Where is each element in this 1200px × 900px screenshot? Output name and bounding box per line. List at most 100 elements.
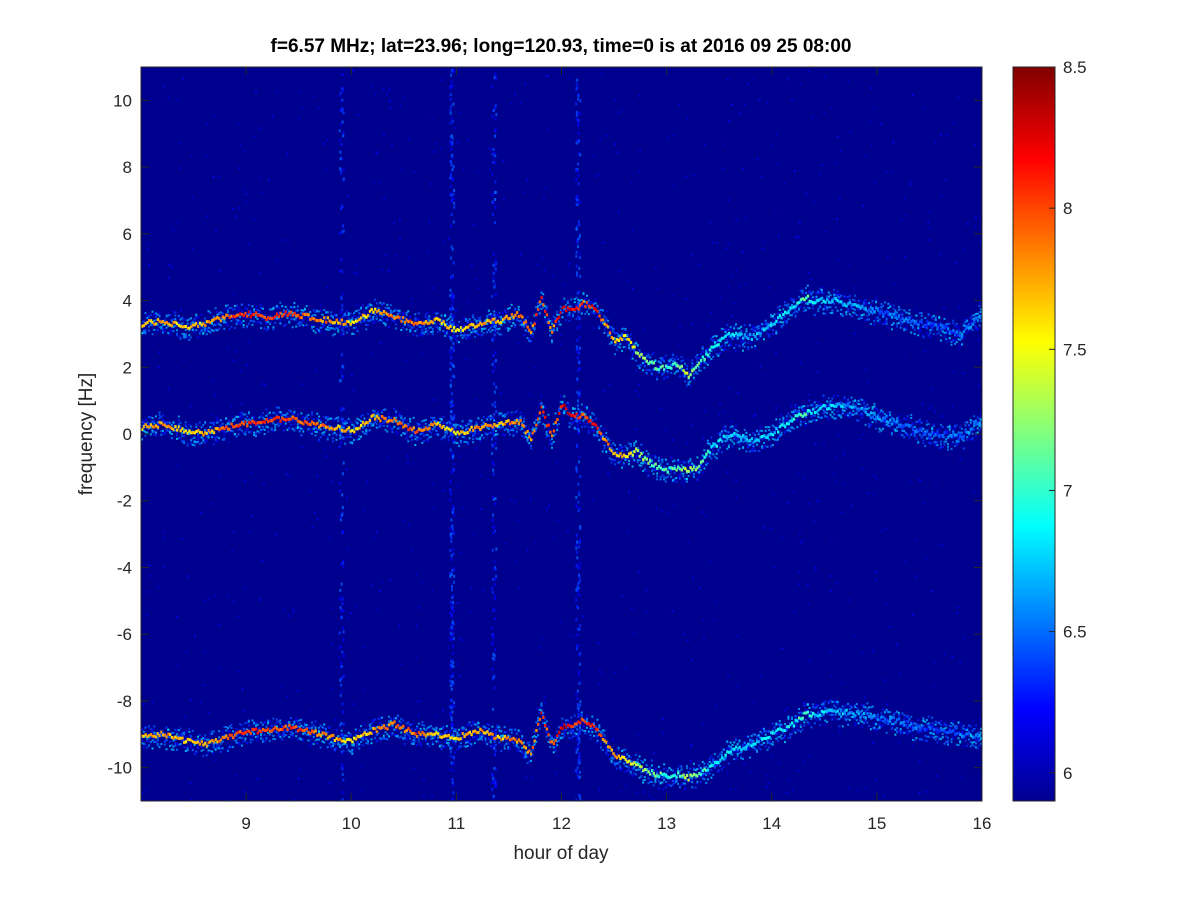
noise-speck — [939, 253, 942, 256]
ridge-halo — [736, 335, 739, 338]
ridge-halo — [768, 328, 771, 331]
ridge-halo — [409, 330, 412, 333]
ridge-point — [142, 425, 146, 429]
ridge-point — [813, 301, 817, 305]
noise-column-speck — [340, 683, 343, 687]
noise-column-speck — [492, 774, 495, 778]
ridge-halo — [643, 362, 646, 365]
ridge-halo — [184, 333, 187, 335]
ridge-halo — [955, 322, 958, 325]
ridge-halo — [428, 319, 431, 322]
ridge-point — [428, 321, 431, 325]
ridge-halo — [349, 420, 352, 423]
ridge-halo — [617, 333, 620, 336]
ridge-halo — [335, 327, 338, 330]
noise-speck — [534, 541, 537, 544]
ridge-halo — [477, 327, 480, 330]
noise-speck — [957, 306, 960, 309]
noise-speck — [301, 107, 304, 110]
ridge-halo — [920, 318, 923, 321]
noise-column-speck — [451, 142, 454, 146]
noise-speck — [176, 98, 179, 101]
ridge-halo — [626, 333, 629, 336]
ridge-point — [507, 317, 510, 321]
noise-speck — [286, 696, 289, 698]
ridge-halo — [409, 329, 412, 332]
noise-column-speck — [339, 157, 342, 161]
noise-speck — [637, 383, 640, 386]
noise-speck — [218, 270, 221, 272]
noise-column-speck — [577, 418, 580, 422]
ridge-point — [249, 315, 252, 319]
noise-column-speck — [491, 633, 494, 636]
noise-column-speck — [452, 307, 455, 311]
ridge-point — [535, 313, 538, 317]
noise-column-speck — [577, 707, 580, 711]
noise-column-speck — [491, 295, 494, 298]
ridge-point — [402, 425, 405, 429]
ridge-halo — [614, 344, 617, 347]
ridge-point — [810, 300, 813, 304]
ridge-halo — [351, 442, 354, 445]
ridge-halo — [862, 300, 865, 303]
ridge-point — [384, 417, 387, 421]
noise-column-speck — [577, 670, 580, 674]
ridge-halo — [465, 319, 468, 322]
ridge-halo — [265, 329, 268, 332]
ridge-halo — [810, 302, 813, 305]
ridge-halo — [540, 307, 543, 310]
ridge-halo — [368, 304, 371, 307]
ridge-point — [405, 424, 408, 428]
noise-column-speck — [450, 147, 453, 151]
ridge-halo — [370, 416, 373, 419]
ridge-halo — [302, 319, 305, 322]
noise-column-speck — [577, 581, 580, 585]
noise-column-speck — [576, 225, 579, 229]
ridge-halo — [225, 304, 228, 307]
ridge-halo — [342, 330, 345, 333]
noise-speck — [591, 499, 594, 502]
ridge-halo — [344, 325, 347, 328]
ridge-point — [801, 297, 804, 301]
ridge-point — [850, 303, 853, 307]
ridge-halo — [284, 305, 287, 308]
ridge-point — [167, 322, 170, 326]
ridge-halo — [410, 434, 413, 437]
noise-speck — [643, 790, 645, 793]
ridge-halo — [458, 445, 461, 447]
noise-speck — [928, 407, 931, 410]
noise-column-speck — [453, 188, 456, 192]
ridge-halo — [841, 301, 844, 304]
noise-speck — [543, 701, 546, 704]
ridge-halo — [398, 412, 401, 415]
ridge-halo — [402, 432, 405, 434]
noise-column-speck — [452, 580, 455, 584]
ridge-halo — [435, 429, 438, 432]
ridge-point — [389, 313, 393, 317]
ridge-halo — [673, 364, 676, 367]
ridge-halo — [430, 421, 433, 424]
ridge-halo — [198, 436, 201, 439]
noise-speck — [323, 447, 326, 450]
ridge-halo — [295, 325, 298, 328]
ridge-point — [141, 428, 144, 432]
ridge-halo — [237, 321, 240, 324]
ridge-halo — [155, 434, 157, 437]
noise-speck — [940, 134, 942, 137]
ridge-halo — [239, 320, 242, 322]
ridge-halo — [871, 300, 874, 303]
ridge-halo — [356, 309, 359, 312]
ridge-halo — [225, 424, 228, 427]
ridge-point — [843, 303, 846, 307]
noise-speck — [182, 77, 185, 80]
ridge-halo — [698, 366, 701, 369]
ridge-point — [414, 431, 417, 435]
ridge-point — [565, 309, 568, 313]
ridge-halo — [948, 338, 951, 341]
noise-column-speck — [450, 313, 452, 317]
ridge-point — [223, 427, 226, 431]
noise-column-speck — [341, 303, 344, 307]
ridge-halo — [381, 422, 383, 425]
noise-column-speck — [452, 672, 455, 676]
ridge-halo — [275, 306, 278, 309]
